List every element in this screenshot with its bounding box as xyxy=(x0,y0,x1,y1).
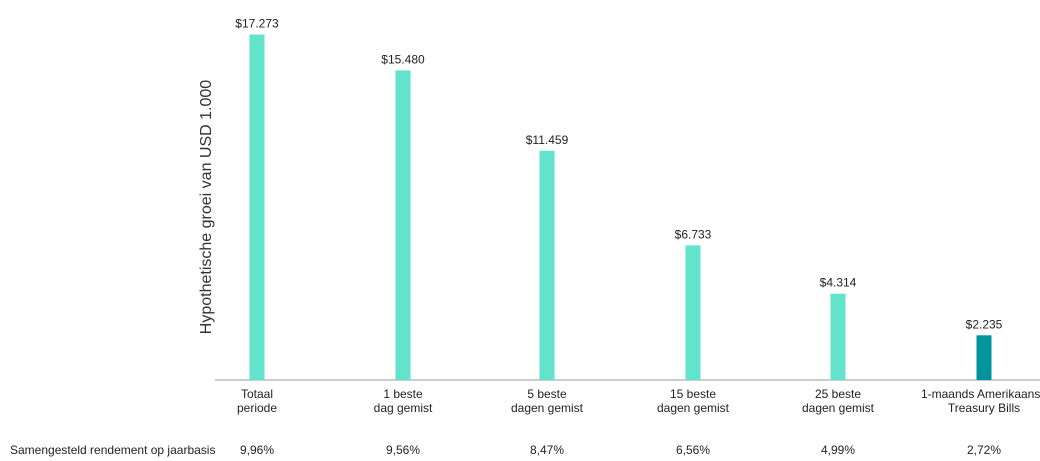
value-label-2: $15.480 xyxy=(381,52,425,66)
return-value-5: 4,99% xyxy=(821,443,855,457)
returns-values-group: 9,96% 9,56% 8,47% 6,56% 4,99% 2,72% xyxy=(240,443,1001,457)
category-label-6-line-1: 1-maands Amerikaanse xyxy=(921,387,1040,401)
category-label-3-line-2: dagen gemist xyxy=(511,401,584,415)
value-label-5: $4.314 xyxy=(820,276,857,290)
bar-3 xyxy=(539,150,555,380)
bars-group xyxy=(249,34,992,381)
return-value-6: 2,72% xyxy=(967,443,1001,457)
y-axis-label: Hypothetische groei van USD 1.000 xyxy=(198,80,215,334)
value-label-1: $17.273 xyxy=(235,17,279,31)
bar-5 xyxy=(830,293,846,380)
value-label-4: $6.733 xyxy=(675,227,712,241)
value-labels-group: $17.273 $15.480 $11.459 $6.733 $4.314 $2.235 xyxy=(235,17,1002,332)
bar-6 xyxy=(976,335,992,380)
bar-1 xyxy=(249,34,265,380)
category-label-1-line-2: periode xyxy=(237,401,277,415)
return-value-1: 9,96% xyxy=(240,443,274,457)
value-label-6: $2.235 xyxy=(966,317,1003,331)
category-label-5-line-2: dagen gemist xyxy=(802,401,875,415)
bar-2 xyxy=(395,70,411,381)
return-value-3: 8,47% xyxy=(530,443,564,457)
category-label-2-line-2: dag gemist xyxy=(374,401,433,415)
category-label-4-line-1: 15 beste xyxy=(670,387,716,401)
bar-4 xyxy=(685,245,701,380)
return-value-2: 9,56% xyxy=(386,443,420,457)
category-label-6-line-2: Treasury Bills xyxy=(948,401,1020,415)
category-label-5-line-1: 25 beste xyxy=(815,387,861,401)
category-label-2-line-1: 1 beste xyxy=(383,387,423,401)
returns-row-label: Samengesteld rendement op jaarbasis xyxy=(10,443,215,457)
category-label-3-line-1: 5 beste xyxy=(527,387,567,401)
value-label-3: $11.459 xyxy=(526,133,569,147)
category-label-4-line-2: dagen gemist xyxy=(657,401,730,415)
return-value-4: 6,56% xyxy=(676,443,710,457)
category-label-1-line-1: Totaal xyxy=(241,387,273,401)
